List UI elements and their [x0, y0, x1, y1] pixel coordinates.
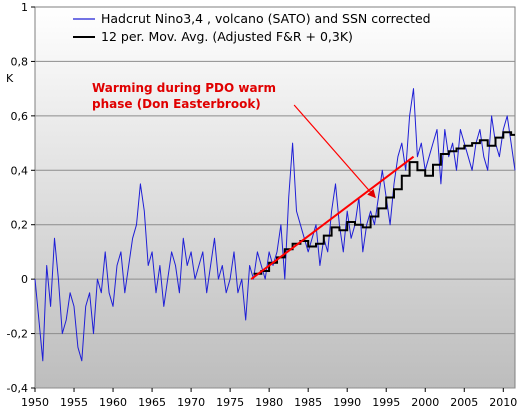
x-tick-label: 1970: [177, 396, 205, 409]
x-tick-label: 1955: [60, 396, 88, 409]
x-tick-label: 1990: [333, 396, 361, 409]
x-tick-label: 1995: [372, 396, 400, 409]
y-tick-label: 0,8: [11, 55, 29, 68]
y-axis: 1 0,8 0,6 0,4 0,2 0 -0,2 -0,4: [7, 1, 35, 395]
x-tick-label: 1960: [99, 396, 127, 409]
y-tick-label: -0,2: [7, 328, 28, 341]
y-tick-label: 1: [21, 1, 28, 14]
y-tick-label: 0,2: [11, 219, 29, 232]
trend-line: [250, 155, 415, 280]
y-tick-label: -0,4: [7, 382, 28, 395]
legend: Hadcrut Nino3,4 , volcano (SATO) and SSN…: [73, 11, 431, 44]
legend-label: 12 per. Mov. Avg. (Adjusted F&R + 0,3K): [101, 29, 353, 44]
x-tick-label: 2010: [489, 396, 517, 409]
x-tick-label: 1965: [138, 396, 166, 409]
x-tick-label: 1975: [216, 396, 244, 409]
x-tick-label: 1950: [21, 396, 49, 409]
plot-background: [34, 6, 516, 389]
series-hadcrut: [34, 88, 516, 362]
arrow-line: [293, 104, 376, 199]
legend-label: Hadcrut Nino3,4 , volcano (SATO) and SSN…: [101, 11, 431, 26]
y-tick-label: 0: [21, 273, 28, 286]
series-line-hadcrut: [34, 88, 516, 362]
trend-line-segment: [250, 155, 415, 280]
grid: [35, 60, 515, 389]
annotation-text: phase (Don Easterbrook): [92, 97, 261, 111]
y-axis-label: K: [6, 72, 14, 85]
annotation-text: Warming during PDO warm: [92, 81, 276, 95]
series-moving-average: [253, 131, 515, 275]
y-tick-label: 0,6: [11, 110, 29, 123]
x-tick-label: 2005: [450, 396, 478, 409]
series-line-moving-average: [253, 131, 515, 275]
annotation-arrow: [293, 104, 376, 199]
y-tick-label: 0,4: [11, 164, 29, 177]
x-axis: 1950 1955 1960 1965 1970 1975 1980 1985 1990 1995…: [21, 388, 517, 409]
x-tick-label: 1980: [255, 396, 283, 409]
x-tick-label: 2000: [411, 396, 439, 409]
x-tick-label: 1985: [294, 396, 322, 409]
annotation: Warming during PDO warm phase (Don Easter…: [92, 81, 276, 111]
